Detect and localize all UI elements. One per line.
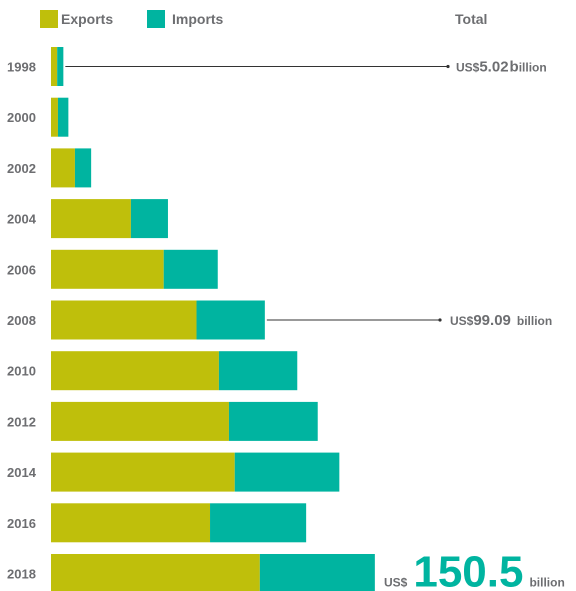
bar-imports-2016 bbox=[210, 503, 307, 543]
annotation-1998: US$5.02billion bbox=[456, 59, 547, 76]
year-label-2004: 2004 bbox=[7, 212, 37, 227]
year-label-2014: 2014 bbox=[7, 465, 37, 480]
year-label-1998: 1998 bbox=[7, 60, 36, 75]
bar-exports-2006 bbox=[51, 249, 164, 289]
bar-imports-2018 bbox=[259, 554, 375, 591]
year-label-2000: 2000 bbox=[7, 110, 36, 125]
bar-exports-2018 bbox=[51, 554, 260, 591]
bar-exports-2004 bbox=[51, 199, 131, 239]
bar-imports-2010 bbox=[218, 351, 298, 391]
bar-exports-2008 bbox=[51, 300, 197, 340]
leader-dot-2008 bbox=[438, 318, 442, 322]
legend-swatch-imports bbox=[147, 10, 165, 28]
legend-label-imports: Imports bbox=[172, 11, 224, 27]
year-label-2018: 2018 bbox=[7, 567, 36, 582]
bars-group bbox=[51, 47, 375, 591]
bar-imports-2004 bbox=[130, 199, 168, 239]
bar-exports-2002 bbox=[51, 148, 75, 188]
legend: Exports Imports bbox=[40, 10, 224, 28]
year-label-2012: 2012 bbox=[7, 414, 36, 429]
annotations-group: US$5.02billion US$99.09 billion US$ 150.5 bil… bbox=[65, 59, 565, 591]
legend-swatch-exports bbox=[40, 10, 58, 28]
bar-exports-2000 bbox=[51, 97, 58, 137]
bar-exports-1998 bbox=[51, 47, 58, 86]
annotation-2008: US$99.09 billion bbox=[450, 312, 552, 329]
bar-exports-2016 bbox=[51, 503, 211, 543]
total-header: Total bbox=[455, 11, 487, 27]
year-label-2002: 2002 bbox=[7, 161, 36, 176]
bar-exports-2012 bbox=[51, 401, 229, 441]
legend-label-exports: Exports bbox=[61, 11, 113, 27]
bar-imports-2006 bbox=[163, 249, 218, 289]
year-label-2016: 2016 bbox=[7, 516, 36, 531]
year-label-2006: 2006 bbox=[7, 262, 36, 277]
leader-dot-1998 bbox=[446, 64, 450, 69]
year-labels-group: 1998 2000 2002 2004 2006 2008 2010 2012 2014 2016… bbox=[7, 60, 37, 582]
bar-imports-2000 bbox=[57, 97, 69, 137]
year-label-2010: 2010 bbox=[7, 364, 36, 379]
bar-exports-2014 bbox=[51, 452, 235, 492]
bar-imports-1998 bbox=[57, 47, 64, 86]
bar-exports-2010 bbox=[51, 351, 219, 391]
year-label-2008: 2008 bbox=[7, 313, 36, 328]
bar-imports-2008 bbox=[196, 300, 265, 340]
annotation-2018: US$ 150.5 billion bbox=[384, 548, 565, 591]
bar-imports-2012 bbox=[228, 401, 318, 441]
bar-imports-2002 bbox=[74, 148, 92, 188]
bar-imports-2014 bbox=[234, 452, 340, 492]
